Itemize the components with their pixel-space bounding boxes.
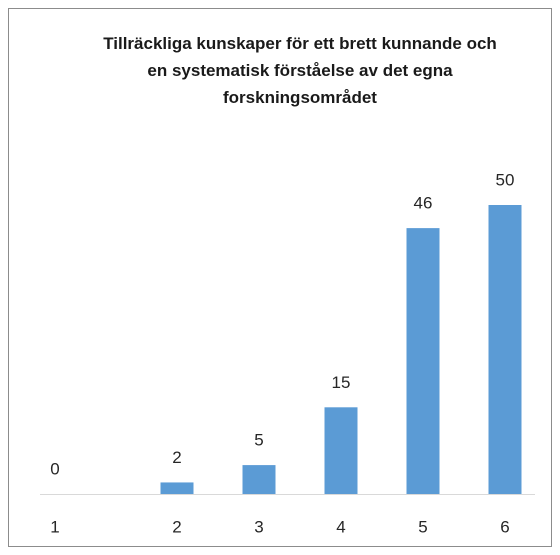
bar (160, 482, 194, 494)
data-label: 2 (172, 448, 181, 467)
data-label: 46 (414, 194, 433, 213)
bar (242, 465, 276, 494)
x-tick-label: 6 (500, 517, 509, 536)
chart-title: Tillräckliga kunskaper för ett brett kun… (103, 34, 497, 107)
x-tick-label: 2 (172, 517, 181, 536)
bar (324, 407, 358, 494)
title-box: Tillräckliga kunskaper för ett brett kun… (103, 34, 497, 107)
data-label: 15 (332, 373, 351, 392)
bar (406, 228, 440, 494)
bar (488, 205, 522, 494)
x-tick-label: 5 (418, 517, 427, 536)
x-tick-label: 3 (254, 517, 263, 536)
chart-border (8, 8, 552, 547)
x-tick-label: 1 (50, 517, 59, 536)
data-label: 0 (50, 459, 59, 478)
x-tick-label: 4 (336, 517, 345, 536)
data-label: 50 (496, 170, 515, 189)
data-label: 5 (254, 431, 263, 450)
